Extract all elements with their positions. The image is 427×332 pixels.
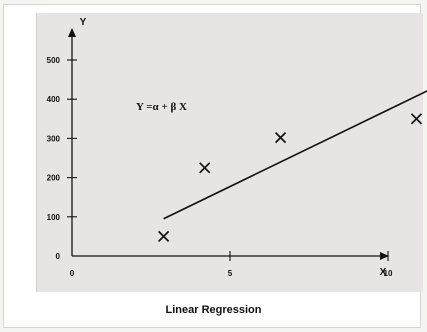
axes: Y X [68,17,389,278]
x-axis-arrow [380,252,389,260]
data-point [199,162,211,174]
chart-title: Linear Regression [165,304,262,316]
x-tick-label: 10 [384,269,393,278]
y-axis-arrow [68,28,76,37]
chart-panel [36,13,423,292]
regression-line [163,90,427,220]
x-tick-label: 0 [70,269,75,278]
y-tick-label: 200 [47,174,61,183]
ticks: 0100200300400500051015 [47,56,393,278]
data-point [410,113,423,125]
series [158,90,427,243]
x-tick-label: 5 [228,269,233,278]
y-tick-label: 100 [47,213,61,222]
data-point [274,132,287,144]
y-tick-label: 300 [47,134,61,143]
y-tick-label: 500 [47,56,61,65]
y-axis-label: Y [80,17,87,28]
y-tick-label: 400 [47,95,61,104]
data-point [158,230,170,243]
x-axis-label: X [380,267,387,278]
regression-equation: Y =α + β X [136,101,187,113]
y-tick-label: 0 [56,252,61,261]
